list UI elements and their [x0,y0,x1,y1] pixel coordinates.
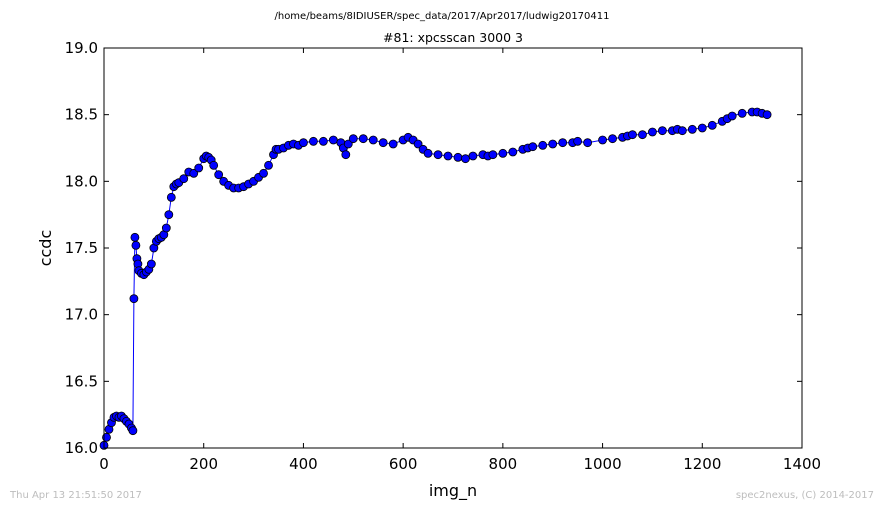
data-point [638,130,647,140]
x-tick-label: 800 [489,455,518,473]
data-point [433,150,443,160]
data-point [658,126,667,136]
data-point [453,152,463,162]
data-point [378,138,388,148]
axis-ticks: 0 200 400 600 800 1000 1200 1400 16.0 16.5 17.0 17.… [65,39,822,473]
data-point [488,150,498,160]
data-point [558,138,568,148]
y-tick-label: 18.5 [65,106,98,124]
data-point [423,148,433,158]
y-axis-label: ccdc [36,230,55,267]
data-point [697,123,707,133]
data-point [341,150,351,160]
data-point [179,174,189,184]
y-tick-label: 17.0 [65,306,98,324]
data-point [214,170,224,180]
data-point [164,210,174,220]
data-point [583,138,593,148]
figure-suptitle: /home/beams/8IDIUSER/spec_data/2017/Apr2… [274,11,609,22]
data-point [413,139,423,149]
data-point [762,110,772,120]
data-point [648,127,657,137]
data-point [194,163,204,173]
data-point [443,151,453,161]
x-tick-label: 200 [189,455,218,473]
data-point [299,138,308,148]
data-point [727,111,737,121]
x-axis-label: img_n [429,481,477,501]
y-tick-label: 16.5 [65,372,98,390]
data-point [358,134,368,144]
data-point [318,136,328,146]
data-point [131,240,141,250]
x-tick-label: 600 [389,455,418,473]
plot-area [99,107,772,450]
data-point [573,136,583,146]
data-point [677,126,687,136]
data-point [128,426,138,436]
data-point [508,147,518,157]
data-point [598,135,607,145]
footer-credit: spec2nexus, (C) 2014-2017 [736,490,874,501]
data-point [498,148,508,158]
data-point [548,139,558,149]
x-tick-label: 1000 [583,455,621,473]
data-point [161,223,171,233]
y-tick-label: 17.5 [65,239,98,257]
footer-timestamp: Thu Apr 13 21:51:50 2017 [9,490,142,501]
chart-title: #81: xpcsscan 3000 3 [383,30,523,45]
data-point [209,160,219,170]
y-tick-label: 16.0 [65,439,98,457]
data-point [707,120,717,130]
data-point [528,142,538,152]
data-point [538,140,548,150]
data-point [129,294,139,304]
data-point [146,259,156,269]
data-point [130,232,140,242]
y-tick-label: 18.0 [65,172,98,190]
data-point [737,108,747,118]
x-tick-label: 0 [99,455,109,473]
plot-frame [103,47,803,449]
data-point [308,136,318,146]
data-point [687,124,697,134]
data-point [608,134,617,144]
data-point [461,154,470,164]
data-point [189,168,199,178]
x-tick-label: 400 [289,455,318,473]
data-point [388,139,398,149]
data-point [468,151,478,161]
data-point [328,135,338,145]
data-point [343,139,353,149]
data-point [368,135,378,145]
data-point [628,130,637,140]
data-point [348,134,358,144]
data-point [259,168,268,178]
data-point [166,192,176,202]
data-point [264,160,273,170]
x-tick-label: 1400 [783,455,821,473]
y-tick-label: 19.0 [65,39,98,57]
x-tick-label: 1200 [683,455,721,473]
